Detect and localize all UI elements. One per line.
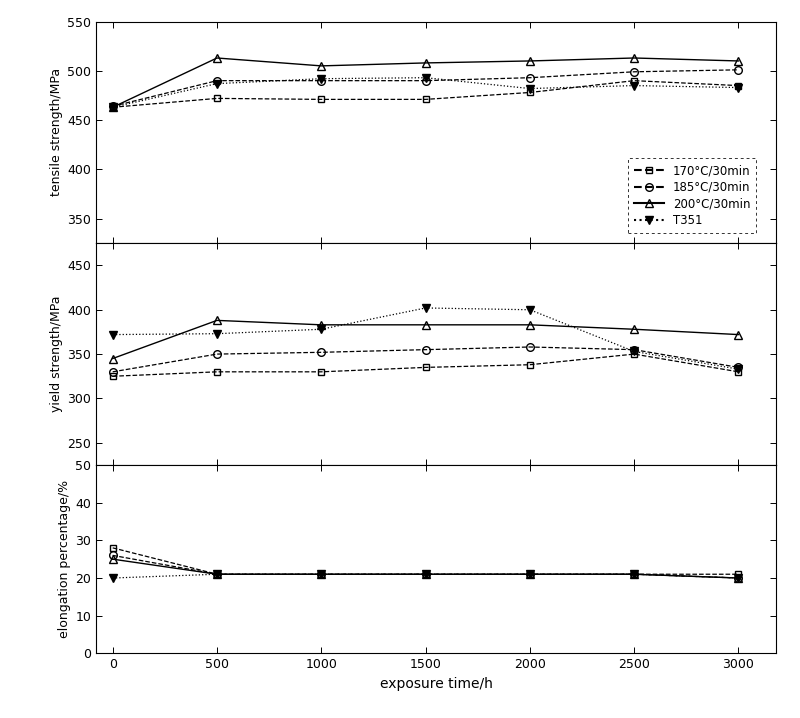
X-axis label: exposure time/h: exposure time/h [379, 677, 493, 691]
Y-axis label: elongation percentage/%: elongation percentage/% [58, 480, 71, 638]
Y-axis label: yield strength/MPa: yield strength/MPa [50, 296, 63, 412]
Legend: 170°C/30min, 185°C/30min, 200°C/30min, T351: 170°C/30min, 185°C/30min, 200°C/30min, T… [628, 159, 757, 233]
Y-axis label: tensile strength/MPa: tensile strength/MPa [50, 68, 63, 197]
